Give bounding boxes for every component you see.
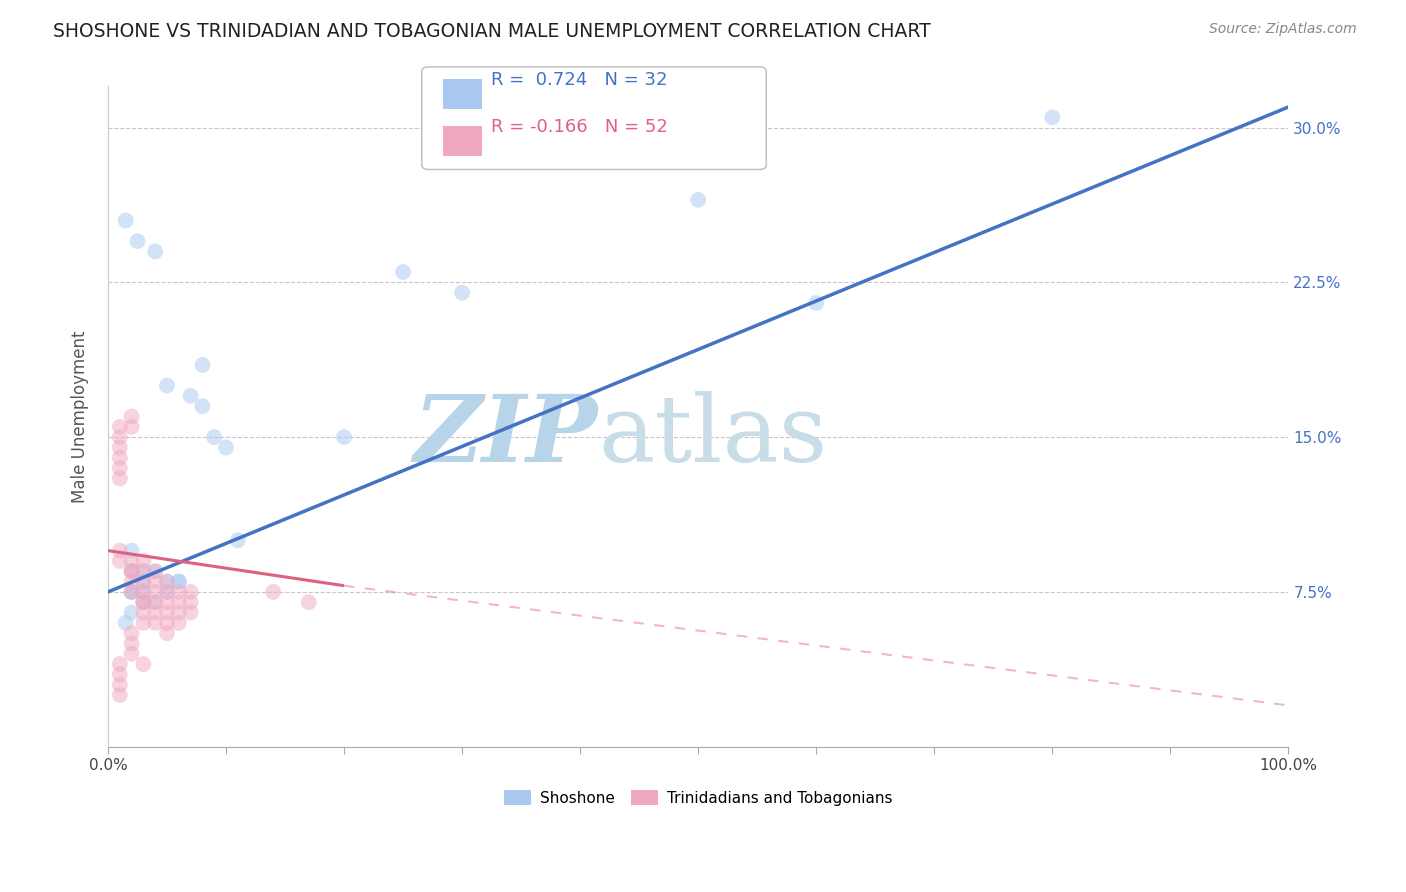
Point [132,574,155,589]
Point [132,574,155,589]
Point [167,585,190,599]
Point [132,585,155,599]
Point [156,585,179,599]
Point [167,595,190,609]
Text: ZIP: ZIP [413,392,598,482]
Point [108,441,131,455]
Y-axis label: Male Unemployment: Male Unemployment [72,330,89,503]
Point [180,606,202,620]
Point [108,430,131,444]
Point [143,595,166,609]
Point [143,615,166,630]
Point [156,595,179,609]
Point [121,409,143,424]
Text: Source: ZipAtlas.com: Source: ZipAtlas.com [1209,22,1357,37]
Point [143,564,166,578]
Point [688,193,710,207]
Point [167,615,190,630]
Point [108,667,131,681]
Point [191,399,214,413]
Point [108,471,131,485]
Point [108,678,131,692]
Point [191,358,214,372]
Point [121,606,143,620]
Point [132,564,155,578]
Point [167,606,190,620]
Point [392,265,415,279]
Point [132,595,155,609]
Point [202,430,225,444]
Point [132,657,155,672]
Point [156,378,179,392]
Point [121,564,143,578]
Point [121,564,143,578]
Point [143,595,166,609]
Text: atlas: atlas [598,392,827,482]
Point [262,585,284,599]
Point [167,574,190,589]
Point [121,636,143,650]
Point [132,595,155,609]
Point [333,430,356,444]
Point [108,554,131,568]
Point [121,585,143,599]
Point [108,657,131,672]
Point [108,688,131,702]
Point [127,234,149,248]
Point [156,574,179,589]
Point [226,533,249,548]
Point [121,543,143,558]
Point [143,574,166,589]
Point [143,585,166,599]
Point [156,606,179,620]
Legend: Shoshone, Trinidadians and Tobagonians: Shoshone, Trinidadians and Tobagonians [498,783,898,812]
Point [108,543,131,558]
Point [108,450,131,465]
Point [121,564,143,578]
Point [121,647,143,661]
Point [143,564,166,578]
Point [143,606,166,620]
Point [156,626,179,640]
Point [132,554,155,568]
Point [156,574,179,589]
Point [215,441,238,455]
Point [132,585,155,599]
Point [298,595,321,609]
Point [114,213,136,227]
Point [121,574,143,589]
Point [451,285,474,300]
Point [143,244,166,259]
Point [156,615,179,630]
Text: R = -0.166   N = 52: R = -0.166 N = 52 [491,118,668,136]
Point [114,615,136,630]
Point [132,564,155,578]
Point [121,419,143,434]
Point [132,606,155,620]
Point [108,419,131,434]
Point [121,554,143,568]
Point [121,585,143,599]
Point [132,615,155,630]
Point [1040,111,1063,125]
Point [121,626,143,640]
Point [156,585,179,599]
Point [121,585,143,599]
Point [806,296,828,310]
Point [180,595,202,609]
Point [180,389,202,403]
Point [132,595,155,609]
Point [180,585,202,599]
Text: SHOSHONE VS TRINIDADIAN AND TOBAGONIAN MALE UNEMPLOYMENT CORRELATION CHART: SHOSHONE VS TRINIDADIAN AND TOBAGONIAN M… [53,22,931,41]
Point [108,461,131,475]
Text: R =  0.724   N = 32: R = 0.724 N = 32 [491,70,668,89]
Point [167,574,190,589]
